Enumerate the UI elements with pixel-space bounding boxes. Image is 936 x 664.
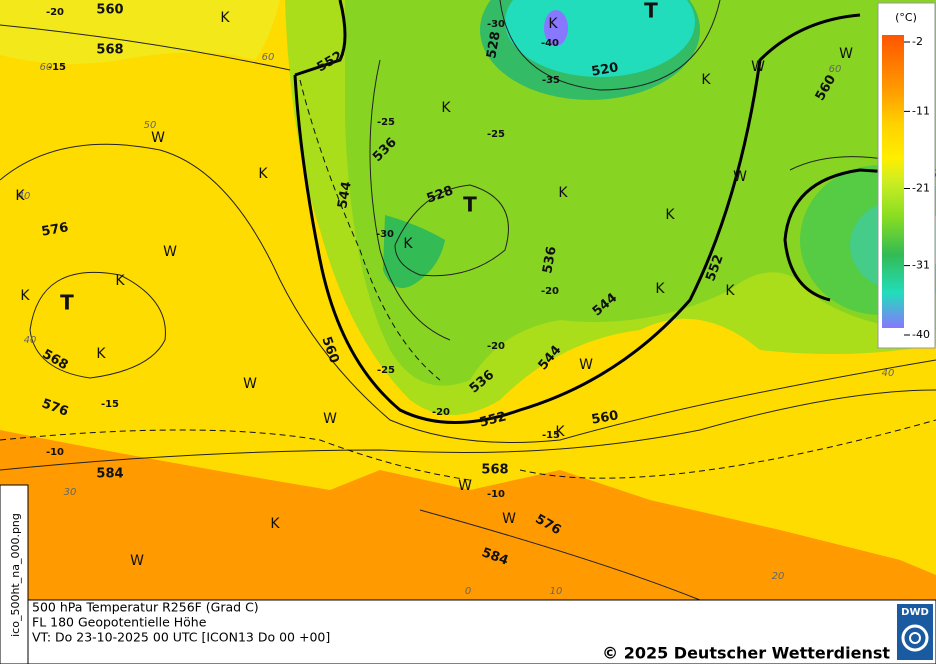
air-mass-label: K	[725, 283, 735, 299]
height-label: 568	[96, 43, 123, 58]
legend-tick-label: -2	[912, 35, 923, 48]
air-mass-label: T	[463, 193, 477, 217]
air-mass-label: K	[96, 346, 106, 362]
grid-label: 0	[465, 586, 471, 597]
legend-tick-label: -40	[912, 328, 930, 341]
copyright: © 2025 Deutscher Wetterdienst	[602, 644, 890, 663]
air-mass-label: W	[243, 376, 257, 392]
air-mass-label: K	[258, 166, 268, 182]
grid-label: 30	[64, 487, 77, 498]
height-label: 536	[540, 245, 559, 274]
air-mass-label: W	[579, 357, 593, 373]
contour-552	[294, 0, 347, 77]
grid-label: 40	[18, 191, 31, 202]
color-bar	[882, 35, 904, 328]
air-mass-label: K	[403, 236, 413, 252]
legend-tick-label: -21	[912, 182, 930, 195]
air-mass-label: K	[558, 185, 568, 201]
contour-552	[783, 168, 936, 302]
temperature-label: -20	[432, 407, 450, 418]
air-mass-label: W	[458, 478, 472, 494]
air-mass-label: K	[665, 207, 675, 223]
temperature-label: -10	[46, 447, 64, 458]
air-mass-label: K	[655, 281, 665, 297]
temperature-label: -20	[541, 286, 559, 297]
temperature-label: -20	[46, 7, 64, 18]
grid-label: 40	[24, 335, 37, 346]
isotherms	[0, 79, 936, 481]
height-label: 560	[590, 408, 619, 427]
temperature-label: -35	[542, 75, 560, 86]
temperature-label: -15	[542, 430, 560, 441]
air-mass-label: W	[502, 511, 516, 527]
air-mass-label: K	[441, 100, 451, 116]
air-mass-label: W	[751, 59, 765, 75]
height-label: 520	[590, 60, 619, 79]
air-mass-label: K	[115, 273, 125, 289]
grid-label: 20	[772, 571, 785, 582]
air-mass-label: W	[839, 46, 853, 62]
air-mass-label: K	[548, 16, 558, 32]
height-label: 568	[481, 463, 508, 478]
temperature-label: -15	[48, 62, 66, 73]
air-mass-label: T	[60, 291, 74, 315]
filename: ico_500ht_na_000.png	[9, 513, 22, 637]
footer-line: 500 hPa Temperatur R256F (Grad C)	[32, 600, 259, 615]
air-mass-label: W	[151, 130, 165, 146]
filename-box	[0, 484, 29, 664]
temperature-label: -40	[541, 38, 559, 49]
legend-unit: (°C)	[895, 11, 917, 24]
air-mass-label: T	[644, 0, 658, 23]
temperature-label: -25	[377, 117, 395, 128]
legend-tick-label: -31	[912, 259, 930, 272]
footer-box	[27, 599, 936, 664]
footer-line: FL 180 Geopotentielle Höhe	[32, 615, 207, 630]
air-mass-label: W	[130, 553, 144, 569]
legend: (°C) -2 -11 -21 -31 -40	[877, 2, 936, 349]
logo-swirl	[909, 632, 921, 644]
grid-label: 60	[262, 52, 275, 63]
grid-label: 50	[144, 120, 157, 131]
air-mass-label: K	[20, 288, 30, 304]
height-label: 584	[96, 467, 123, 482]
air-mass-label: K	[701, 72, 711, 88]
air-mass-label: W	[733, 169, 747, 185]
air-mass-label: W	[163, 244, 177, 260]
height-label: 560	[96, 3, 123, 18]
temperature-label: -30	[487, 19, 505, 30]
footer-line: VT: Do 23-10-2025 00 UTC [ICON13 Do 00 +…	[32, 630, 330, 645]
legend-ticks: -2 -11 -21 -31 -40	[904, 35, 930, 341]
temperature-label: -25	[377, 365, 395, 376]
height-label: 576	[40, 220, 69, 239]
temperature-label: -30	[376, 229, 394, 240]
grid-label: 60	[829, 64, 842, 75]
height-label: 544	[335, 180, 354, 209]
air-mass-label: K	[15, 188, 25, 204]
grid-label: 60	[40, 62, 53, 73]
temperature-label: -15	[101, 399, 119, 410]
temperature-label: -25	[487, 129, 505, 140]
temperature-label: -20	[487, 341, 505, 352]
height-label: 552	[478, 409, 508, 431]
height-label: 528	[484, 30, 503, 59]
grid-label: 40	[882, 368, 895, 379]
air-mass-label: K	[220, 10, 230, 26]
air-mass-label: K	[270, 516, 280, 532]
air-mass-label: W	[323, 411, 337, 427]
air-mass-label: K	[555, 424, 565, 440]
temperature-label: -10	[487, 489, 505, 500]
map-fields	[0, 0, 936, 600]
logo-text: DWD	[901, 607, 929, 618]
contour-552	[293, 13, 861, 424]
grid-label: 10	[550, 586, 563, 597]
footer: 500 hPa Temperatur R256F (Grad C) FL 180…	[0, 484, 936, 664]
legend-tick-label: -11	[912, 104, 930, 117]
logo-swirl	[901, 624, 929, 652]
